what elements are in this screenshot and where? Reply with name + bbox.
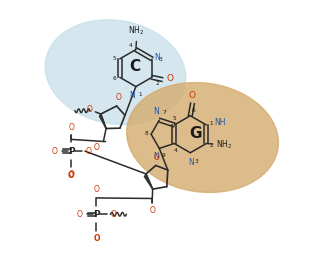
Text: NH: NH: [215, 118, 226, 127]
Text: O: O: [68, 123, 74, 132]
Text: O: O: [68, 171, 75, 180]
Text: 3: 3: [158, 57, 162, 62]
Text: P: P: [93, 210, 100, 219]
Text: 8: 8: [145, 131, 149, 136]
Text: C: C: [129, 59, 140, 74]
Text: 7: 7: [162, 110, 166, 115]
Text: G: G: [189, 126, 202, 141]
Text: 6: 6: [192, 108, 195, 113]
Text: O: O: [86, 147, 91, 156]
Text: 5: 5: [113, 56, 117, 60]
Text: 2: 2: [156, 81, 159, 86]
Ellipse shape: [127, 82, 279, 192]
Ellipse shape: [45, 20, 186, 125]
Text: 6: 6: [113, 76, 117, 81]
Text: 1: 1: [138, 92, 142, 97]
Text: O: O: [115, 93, 121, 102]
Text: O: O: [51, 147, 57, 156]
Text: O: O: [76, 210, 82, 219]
Text: N: N: [153, 107, 159, 116]
Text: O: O: [93, 234, 100, 243]
Polygon shape: [144, 174, 153, 189]
Text: O: O: [86, 104, 92, 114]
Text: O: O: [93, 185, 99, 194]
Text: 9: 9: [162, 153, 166, 158]
Text: O: O: [166, 75, 173, 84]
Text: N: N: [155, 53, 160, 62]
Text: O: O: [189, 91, 196, 100]
Text: 1: 1: [210, 121, 213, 126]
Text: N: N: [129, 91, 135, 100]
Text: N: N: [189, 158, 194, 167]
Text: 3: 3: [195, 159, 198, 164]
Text: NH$_2$: NH$_2$: [128, 24, 144, 37]
Text: 5: 5: [173, 116, 177, 121]
Text: P: P: [68, 147, 75, 156]
Text: 4: 4: [174, 148, 177, 153]
Text: N: N: [153, 152, 159, 161]
Text: O: O: [94, 143, 100, 152]
Polygon shape: [100, 114, 106, 128]
Text: O: O: [149, 206, 155, 215]
Text: 4: 4: [128, 43, 132, 48]
Text: NH$_2$: NH$_2$: [216, 139, 232, 151]
Text: O: O: [111, 210, 116, 219]
Text: O: O: [154, 153, 160, 162]
Text: 2: 2: [210, 143, 213, 148]
Text: O: O: [68, 170, 74, 179]
